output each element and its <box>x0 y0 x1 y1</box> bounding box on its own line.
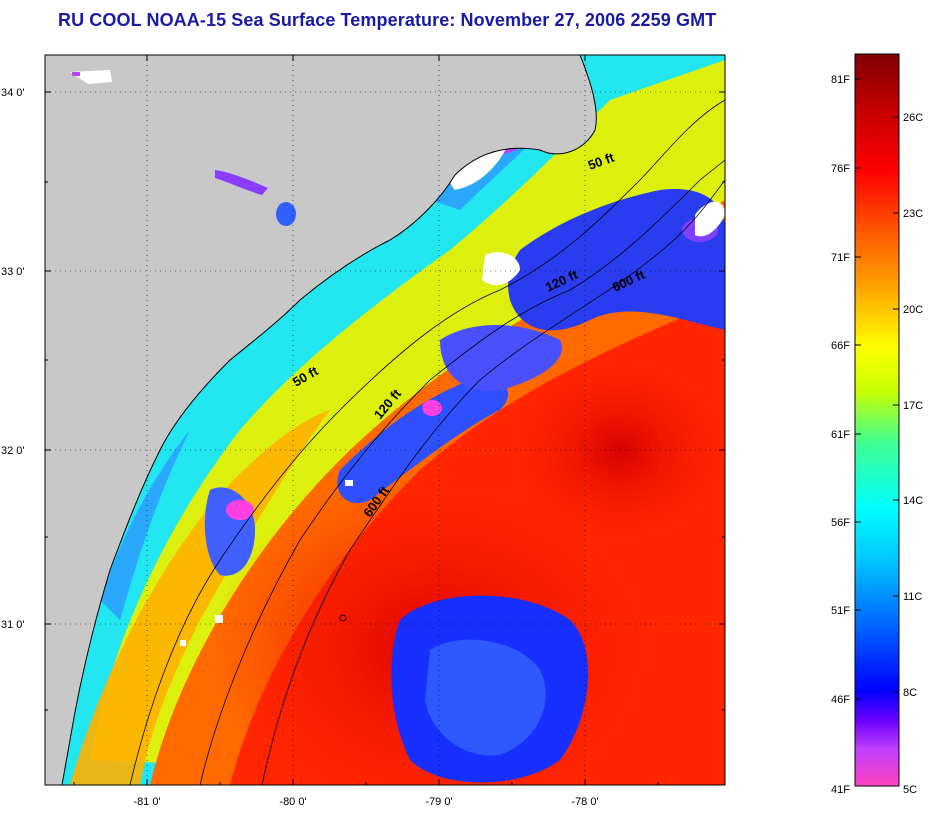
colorbar-c-label: 8C <box>903 687 917 699</box>
colorbar-ticks <box>855 78 899 700</box>
inland-lake <box>70 70 112 84</box>
colorbar-c-label: 23C <box>903 208 923 220</box>
cloud <box>695 201 725 237</box>
inner-warm-band <box>70 410 330 785</box>
cloud <box>482 252 520 286</box>
colorbar-c-label: 17C <box>903 400 923 412</box>
sst-imagery: 50 ft 120 ft 600 ft 50 ft 120 ft 600 ft <box>45 55 725 785</box>
front-patch-1 <box>337 377 509 504</box>
front-patch-2 <box>508 189 725 331</box>
colorbar-f-label: 66F <box>831 340 850 352</box>
plot-frame <box>44 54 726 786</box>
buoy-marker <box>339 614 347 622</box>
colorbar <box>854 53 900 787</box>
colorbar-f-label: 51F <box>831 605 850 617</box>
colorbar-f-label: 56F <box>831 517 850 529</box>
axis-ticks <box>45 55 725 785</box>
lon-tick-label: -80 0' <box>279 796 306 808</box>
cold-spot <box>422 400 442 416</box>
colorbar-f-label: 41F <box>831 784 850 796</box>
colorbar-c-label: 11C <box>903 591 922 603</box>
cold-eddy-inner <box>425 639 546 756</box>
colorbar-c-label: 14C <box>903 495 923 507</box>
cloud <box>215 615 223 623</box>
land-mass <box>45 55 597 785</box>
lat-tick-label: 31 0' <box>1 619 25 631</box>
colorbar-f-label: 81F <box>831 74 850 86</box>
cold-spot <box>226 500 254 520</box>
isobath-120ft <box>199 159 725 785</box>
coastline <box>61 55 597 785</box>
colorbar-f-label: 76F <box>831 163 850 175</box>
coastal-cool-band <box>100 430 190 620</box>
inland-lake <box>215 170 268 195</box>
gulf-stream-core-2 <box>500 350 725 550</box>
lon-tick-label: -81 0' <box>133 796 160 808</box>
isobath-50ft <box>129 99 725 785</box>
map-title: RU COOL NOAA-15 Sea Surface Temperature:… <box>58 10 717 30</box>
colorbar-c-label: 20C <box>903 304 923 316</box>
lon-tick-label: -79 0' <box>425 796 452 808</box>
inland-lake <box>276 202 296 226</box>
lon-tick-label: -78 0' <box>571 796 598 808</box>
colorbar-f-label: 61F <box>831 429 850 441</box>
lat-tick-label: 34 0' <box>1 87 25 99</box>
grid <box>45 55 725 785</box>
colorbar-c-label: 5C <box>903 784 917 796</box>
colorbar-c-label: 26C <box>903 112 923 124</box>
cloud <box>180 640 186 646</box>
colorbar-f-label: 46F <box>831 694 850 706</box>
isobath-600ft <box>261 179 725 785</box>
lat-tick-label: 33 0' <box>1 266 25 278</box>
lat-tick-label: 32 0' <box>1 445 25 457</box>
colorbar-f-label: 71F <box>831 252 850 264</box>
cloud <box>345 480 353 486</box>
inland-lake <box>72 72 80 76</box>
